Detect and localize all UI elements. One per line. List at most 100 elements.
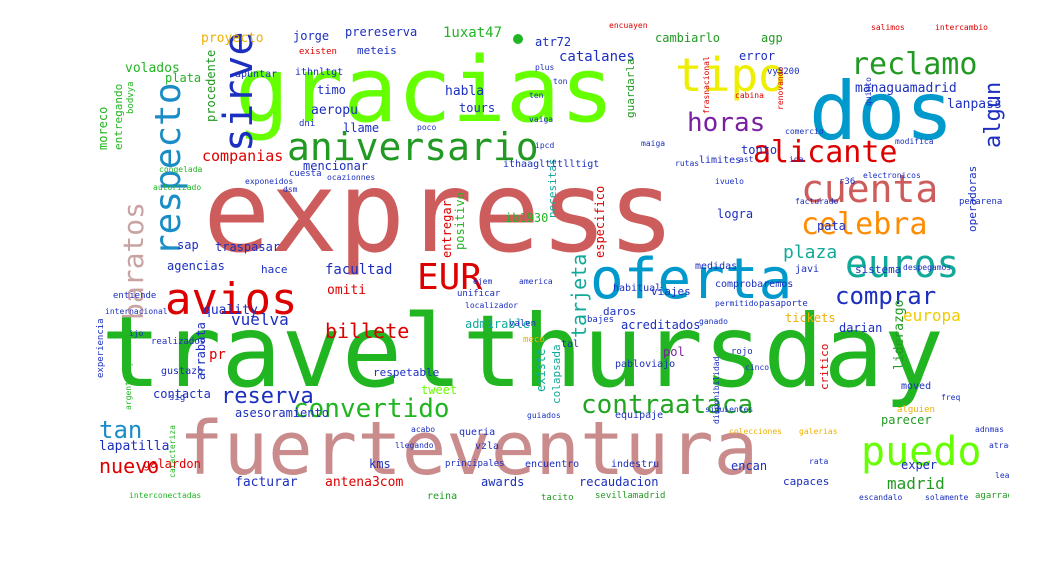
word-ithnltgt: ithnltgt xyxy=(295,67,344,78)
word-ocazionnes: ocazionnes xyxy=(327,173,376,182)
word-plata: plata xyxy=(165,71,202,85)
word-indestru: indestru xyxy=(611,459,660,470)
word-especifico: especifico xyxy=(593,185,607,258)
word-intercambio: intercambio xyxy=(935,23,988,32)
word-travelthursday: travelthursday xyxy=(101,293,944,410)
word-euros: euros xyxy=(845,242,960,286)
word-guardarla: guardarla xyxy=(624,58,637,118)
word-argentinajoi: argentinajoi xyxy=(124,352,133,410)
word-tweet: tweet xyxy=(421,383,458,397)
word-vzla: vzla xyxy=(475,441,500,452)
word-express: express xyxy=(203,148,676,278)
word-alicante: alicante xyxy=(753,135,898,170)
word-ganado: ganado xyxy=(699,317,728,326)
word-positivo: positivo xyxy=(453,192,467,250)
word-vaiga: vaiga xyxy=(529,115,554,124)
word-encan: encan xyxy=(731,459,768,473)
word-reserva: reserva xyxy=(221,384,314,409)
word-limites: limites xyxy=(699,155,742,166)
word-plus: plus xyxy=(535,63,555,72)
word-galardon: galardon xyxy=(143,457,201,471)
word-dni: dni xyxy=(299,119,316,129)
word-volados: volados xyxy=(125,61,180,76)
word-lapatilla: lapatilla xyxy=(99,439,170,454)
word-mencionar: mencionar xyxy=(303,159,369,173)
word-colapsada: colapsada xyxy=(550,344,563,404)
word-disponibilidad: disponibilidad xyxy=(712,356,721,424)
word-agencias: agencias xyxy=(167,259,225,273)
word-rutas: rutas xyxy=(675,159,700,168)
word-cinco: cinco xyxy=(745,363,770,372)
word-internacional: internacional xyxy=(105,307,168,316)
word-poco: poco xyxy=(417,123,437,132)
word-valen: valen xyxy=(509,319,537,329)
word-facturado: facturado xyxy=(795,197,839,206)
word-traspasar: traspasar xyxy=(215,240,281,254)
word-llegando: llegando xyxy=(395,441,434,450)
word-cambiarlo: cambiarlo xyxy=(655,31,721,45)
word-existe: existe xyxy=(534,348,548,392)
word-equipaje: equipaje xyxy=(615,410,664,421)
word-logra: logra xyxy=(717,207,754,221)
word-solamente: solamente xyxy=(925,493,969,501)
word-reina: reina xyxy=(427,491,458,501)
word-moreco: moreco xyxy=(96,106,110,150)
word-caracteriza: caracteriza xyxy=(168,425,177,478)
word-freq: freq xyxy=(941,393,961,402)
word-eur: EUR xyxy=(417,257,483,298)
word-viajes: viajes xyxy=(651,285,691,298)
word-entiende: entiende xyxy=(113,291,157,301)
word-ten: ten xyxy=(529,91,544,100)
word-hace: hace xyxy=(261,263,288,276)
word-asesoramiento: asesoramiento xyxy=(235,406,329,420)
word-plaza: plaza xyxy=(783,242,838,263)
word-cloud: express travelthursday fuerteventura gra… xyxy=(95,10,1009,500)
word-pabloviajo: pabloviajo xyxy=(615,359,676,370)
word-ast: ast xyxy=(739,155,754,164)
word-pr: pr xyxy=(209,347,226,363)
word-meco: meco xyxy=(523,335,545,345)
word-alguien: alguien xyxy=(897,405,935,415)
word-vuelva: vuelva xyxy=(231,310,289,329)
dot-shape xyxy=(513,34,523,44)
word-tan: tan xyxy=(99,416,143,444)
word-colecciones: colecciones xyxy=(729,427,782,436)
word-cuenta: cuenta xyxy=(801,167,939,211)
word-guiados: guiados xyxy=(527,411,561,420)
word-existen: existen xyxy=(299,47,337,57)
word-contacta: contacta xyxy=(153,387,211,401)
word-pata: pata xyxy=(817,219,846,233)
word-catalanes: catalanes xyxy=(559,49,635,65)
word-meteis: meteis xyxy=(357,44,397,57)
word-rojo: rojo xyxy=(731,347,753,357)
word-nuevo: nuevo xyxy=(99,454,160,478)
word-acabo: acabo xyxy=(411,425,436,434)
word-tipo: tipo xyxy=(675,48,786,102)
word-comercio: comercio xyxy=(785,127,824,136)
word-ton: ton xyxy=(553,77,568,86)
word-comprar: comprar xyxy=(835,282,937,310)
word-acreditados: acreditados xyxy=(621,318,701,332)
word-sevillamadrid: sevillamadrid xyxy=(595,491,666,501)
word-ejem: ejem xyxy=(473,277,493,286)
word-fuerteventura: fuerteventura xyxy=(179,406,759,492)
word-interconectadas: interconectadas xyxy=(129,491,202,500)
word-sap: sap xyxy=(177,238,199,252)
word-dsm: dsm xyxy=(283,185,298,194)
word-permitido: permitido xyxy=(715,299,759,308)
word-convertido: convertido xyxy=(293,394,450,424)
word-quality: quality xyxy=(203,303,258,318)
word-atrae: atrae xyxy=(989,441,1009,450)
word-reclamo: reclamo xyxy=(851,47,978,82)
word-europa: europa xyxy=(903,306,961,325)
word-frasnacional: frasnacional xyxy=(702,56,711,114)
word-agp: agp xyxy=(761,31,783,45)
word-tarjeta: tarjeta xyxy=(567,253,591,338)
word-timo: timo xyxy=(317,83,346,97)
word-escandalo: escandalo xyxy=(859,493,903,501)
word-sig: sig xyxy=(169,393,186,403)
word-contraataca: contraataca xyxy=(581,390,754,420)
word-quinto: quinto xyxy=(864,77,873,106)
word-realizados: realizados xyxy=(151,337,206,347)
word-entregar: entregar xyxy=(440,200,454,258)
